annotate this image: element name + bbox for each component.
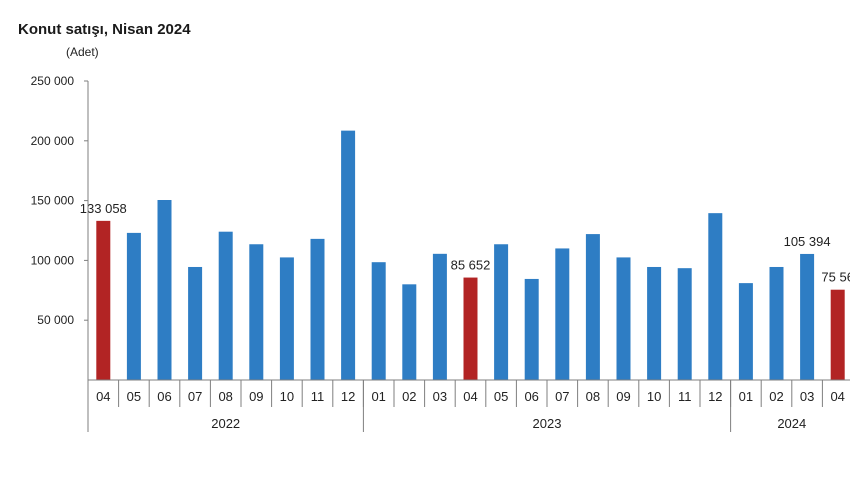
- bar: [494, 244, 509, 380]
- x-tick-label: 10: [647, 389, 661, 404]
- y-tick-label: 100 000: [31, 253, 75, 267]
- x-tick-label: 04: [463, 389, 477, 404]
- bar: [585, 234, 600, 380]
- year-label: 2023: [533, 416, 562, 431]
- year-label: 2022: [211, 416, 240, 431]
- y-axis-unit-label: (Adet): [66, 45, 99, 59]
- x-tick-label: 09: [616, 389, 630, 404]
- axes-group: [87, 81, 850, 381]
- x-tick-label: 06: [524, 389, 538, 404]
- bar: [402, 284, 417, 380]
- bar: [249, 244, 264, 380]
- bar: [800, 253, 815, 380]
- bar: [647, 266, 662, 380]
- y-tick-label: 150 000: [31, 194, 75, 208]
- bar: [310, 238, 325, 380]
- bar: [96, 220, 111, 380]
- x-tick-label: 07: [555, 389, 569, 404]
- bar: [738, 283, 753, 380]
- bar: [555, 248, 570, 380]
- bar: [708, 213, 723, 380]
- bar: [769, 266, 784, 380]
- y-tick-label: 50 000: [37, 313, 74, 327]
- year-label: 2024: [777, 416, 806, 431]
- x-tick-label: 04: [96, 389, 110, 404]
- x-tick-label: 08: [218, 389, 232, 404]
- x-tick-label: 07: [188, 389, 202, 404]
- x-tick-label: 03: [800, 389, 814, 404]
- x-tick-label: 06: [157, 389, 171, 404]
- x-tick-label: 11: [678, 389, 692, 404]
- y-tick-label: 250 000: [31, 74, 75, 88]
- bar: [218, 231, 233, 380]
- year-labels-group: 2022 2023 2024: [87, 380, 806, 432]
- x-tick-label: 03: [433, 389, 447, 404]
- bar: [432, 253, 447, 380]
- x-tick-label: 01: [371, 389, 385, 404]
- x-tick-label: 09: [249, 389, 263, 404]
- bar: [616, 257, 631, 380]
- y-axis: 50 000 100 000 150 000 200 000 250 000: [31, 74, 88, 327]
- x-tick-label: 04: [830, 389, 844, 404]
- x-tick-label: 08: [586, 389, 600, 404]
- bar: [279, 257, 294, 380]
- x-tick-label: 02: [402, 389, 416, 404]
- bar: [157, 200, 172, 380]
- bar: [463, 277, 478, 380]
- data-label: 75 56: [821, 270, 850, 285]
- x-tick-label: 02: [769, 389, 783, 404]
- bars-group: [96, 130, 845, 380]
- y-tick-label: 200 000: [31, 134, 75, 148]
- bar: [341, 130, 356, 380]
- bar: [126, 232, 141, 380]
- bar: [188, 266, 203, 380]
- bar: [371, 262, 386, 380]
- data-label: 133 058: [80, 201, 127, 216]
- x-tick-label: 05: [494, 389, 508, 404]
- data-label: 105 394: [784, 234, 831, 249]
- x-tick-label: 12: [708, 389, 722, 404]
- data-label: 85 652: [451, 258, 491, 273]
- x-tick-label: 05: [127, 389, 141, 404]
- data-labels-group: 133 058 85 652 105 394 75 56: [80, 201, 850, 285]
- x-axis: 04 05 06 07 08 09 10 11 12 01 02 03 04 05 06 07 08 09 10 11…: [96, 380, 845, 407]
- bar: [524, 278, 539, 380]
- chart-title: Konut satışı, Nisan 2024: [18, 21, 191, 38]
- x-tick-label: 01: [739, 389, 753, 404]
- x-tick-label: 12: [341, 389, 355, 404]
- x-tick-label: 10: [280, 389, 294, 404]
- bar: [830, 289, 845, 380]
- bar: [677, 268, 692, 380]
- x-tick-label: 11: [311, 389, 325, 404]
